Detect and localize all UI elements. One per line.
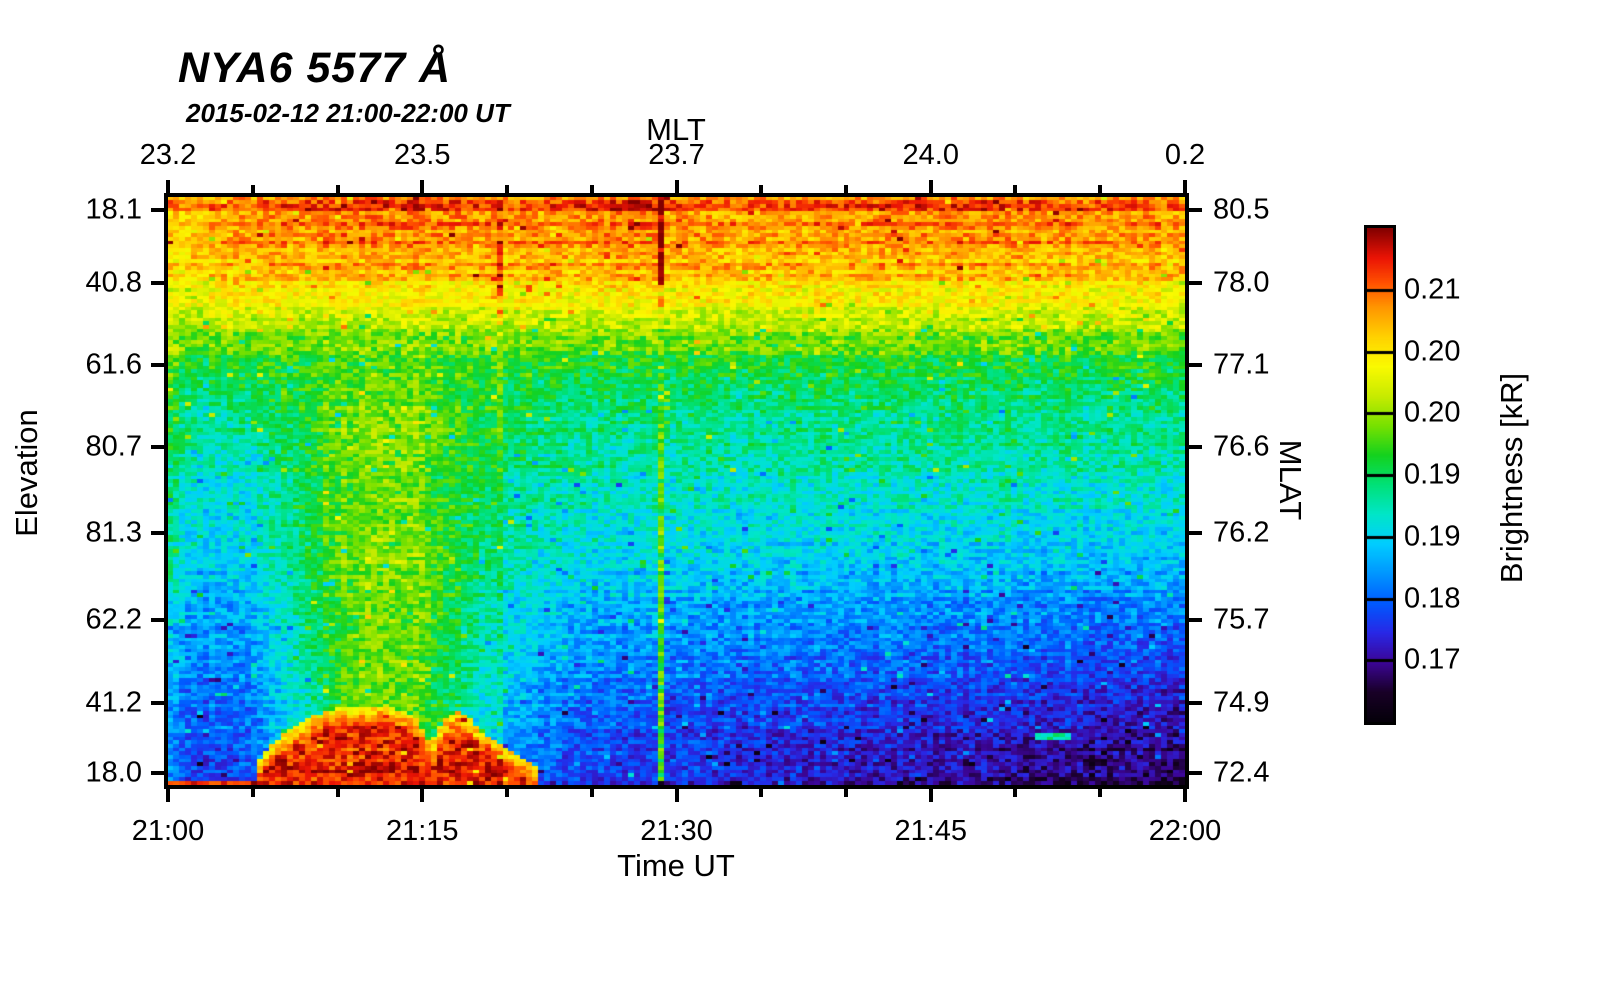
left-tick [151,617,164,622]
keogram-heatmap-canvas [168,197,1185,785]
top-major-tick [674,180,679,193]
right-tick [1189,771,1202,776]
bottom-axis-label: Time UT [617,848,735,883]
left-tick-label: 41.2 [85,686,142,719]
colorbar-tick-label: 0.19 [1404,458,1461,491]
top-minor-tick [1013,185,1018,193]
top-minor-tick [250,185,255,193]
colorbar-tick-label: 0.17 [1404,643,1461,676]
bottom-tick-label: 22:00 [1148,815,1222,847]
bottom-minor-tick [504,789,509,797]
right-tick-label: 76.2 [1213,516,1270,549]
right-tick [1189,280,1202,285]
colorbar-tick-label: 0.21 [1404,273,1461,306]
bottom-minor-tick [759,789,764,797]
top-minor-tick [759,185,764,193]
left-tick-label: 18.0 [85,756,142,789]
left-tick-label: 61.6 [85,348,142,381]
colorbar-tick-label: 0.20 [1404,335,1461,367]
bottom-minor-tick [250,789,255,797]
left-tick [151,280,164,285]
top-tick-label: 23.2 [139,139,197,171]
bottom-major-tick [674,789,679,802]
top-tick-label: 23.7 [648,139,705,171]
top-minor-tick [589,185,594,193]
bottom-tick-label: 21:00 [131,815,205,847]
right-axis-label: MLAT [1273,439,1308,521]
left-tick-label: 40.8 [85,266,142,299]
left-tick [151,771,164,776]
bottom-minor-tick [335,789,340,797]
top-major-tick [1183,180,1187,193]
left-tick-label: 81.3 [85,516,142,549]
top-major-tick [928,180,933,193]
top-tick-label: 24.0 [902,139,959,171]
top-axis-label: MLT [646,112,706,147]
top-minor-tick [1098,185,1103,193]
left-tick [151,444,164,449]
bottom-minor-tick [1098,789,1103,797]
colorbar-tick-label: 0.19 [1404,520,1461,553]
colorbar-tick-label: 0.18 [1404,582,1461,614]
bottom-tick-label: 21:15 [385,815,459,847]
right-tick-label: 72.4 [1213,756,1270,789]
right-tick [1189,207,1202,212]
right-tick [1189,530,1202,535]
bottom-tick-label: 21:30 [640,815,713,847]
colorbar-label: Brightness [kR] [1494,372,1529,584]
right-tick [1189,617,1202,622]
top-major-tick [166,180,170,193]
right-tick-label: 75.7 [1213,603,1270,636]
plot-title: NYA6 5577 Å [178,44,452,92]
bottom-major-tick [420,789,425,802]
left-tick [151,701,164,706]
bottom-major-tick [928,789,933,802]
bottom-minor-tick [589,789,594,797]
bottom-major-tick [166,789,170,802]
plot-subtitle: 2015-02-12 21:00-22:00 UT [186,98,510,128]
right-tick-label: 78.0 [1213,266,1270,299]
right-tick [1189,444,1202,449]
left-tick-label: 18.1 [85,193,142,226]
top-major-tick [420,180,425,193]
left-tick [151,530,164,535]
bottom-minor-tick [844,789,849,797]
right-tick [1189,701,1202,706]
bottom-tick-label: 21:45 [894,815,968,847]
top-tick-label: 0.2 [1164,139,1206,171]
bottom-minor-tick [1013,789,1018,797]
colorbar-tick-label: 0.20 [1404,396,1461,429]
top-tick-label: 23.5 [394,139,451,171]
top-minor-tick [844,185,849,193]
top-minor-tick [504,185,509,193]
left-axis-label: Elevation [9,409,44,537]
left-tick [151,363,164,368]
right-tick-label: 80.5 [1213,193,1270,226]
left-tick [151,207,164,212]
left-tick-label: 62.2 [85,603,142,636]
right-tick [1189,363,1202,368]
right-tick-label: 77.1 [1213,348,1270,381]
colorbar-canvas [1364,225,1396,725]
bottom-major-tick [1183,789,1187,802]
plot-frame [164,193,1189,789]
top-minor-tick [335,185,340,193]
right-tick-label: 76.6 [1213,430,1270,463]
right-tick-label: 74.9 [1213,686,1270,719]
left-tick-label: 80.7 [85,430,142,463]
